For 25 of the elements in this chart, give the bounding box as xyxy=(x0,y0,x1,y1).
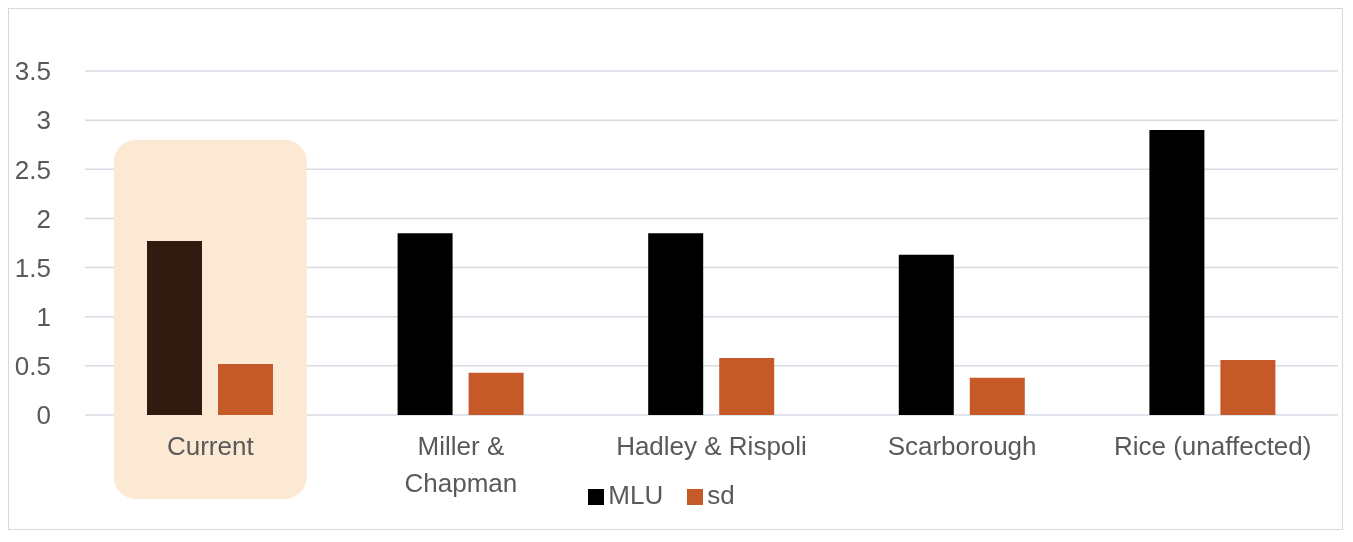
bar xyxy=(1149,129,1205,415)
y-tick-label: 0 xyxy=(36,400,51,431)
bar xyxy=(969,377,1025,415)
bar xyxy=(1220,359,1276,415)
bar xyxy=(397,233,453,415)
bar xyxy=(719,357,775,415)
legend-label: MLU xyxy=(608,480,664,510)
bar xyxy=(218,363,273,415)
y-tick-label: 3.5 xyxy=(14,56,51,87)
y-tick-label: 2.5 xyxy=(14,154,51,185)
y-tick-label: 0.5 xyxy=(14,351,51,382)
y-tick-label: 2 xyxy=(36,203,51,234)
x-tick-label: Miller & Chapman xyxy=(404,431,518,499)
legend-label: sd xyxy=(707,480,735,510)
bar xyxy=(147,241,202,415)
bar xyxy=(648,233,704,415)
bar xyxy=(898,254,954,415)
y-tick-label: 1 xyxy=(36,301,51,332)
x-tick-label: Scarborough xyxy=(887,431,1037,462)
bar xyxy=(468,372,524,415)
y-tick-label: 3 xyxy=(36,105,51,136)
x-tick-label: Rice (unaffected) xyxy=(1113,431,1312,462)
x-tick-label: Current xyxy=(166,431,255,462)
x-tick-label: Hadley & Rispoli xyxy=(616,431,807,462)
y-tick-label: 1.5 xyxy=(14,252,51,283)
